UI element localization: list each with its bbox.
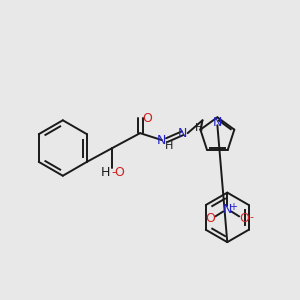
Text: O: O — [206, 212, 215, 225]
Text: O: O — [142, 112, 152, 125]
Text: N: N — [213, 116, 222, 129]
Text: O: O — [114, 166, 124, 179]
Text: +: + — [229, 202, 237, 212]
Text: N: N — [223, 203, 232, 216]
Text: H: H — [101, 166, 110, 179]
Text: H: H — [165, 141, 173, 151]
Text: -: - — [111, 166, 116, 179]
Text: -: - — [249, 212, 253, 222]
Text: H: H — [195, 123, 204, 133]
Text: O: O — [239, 212, 249, 225]
Text: N: N — [157, 134, 167, 147]
Text: N: N — [178, 127, 188, 140]
